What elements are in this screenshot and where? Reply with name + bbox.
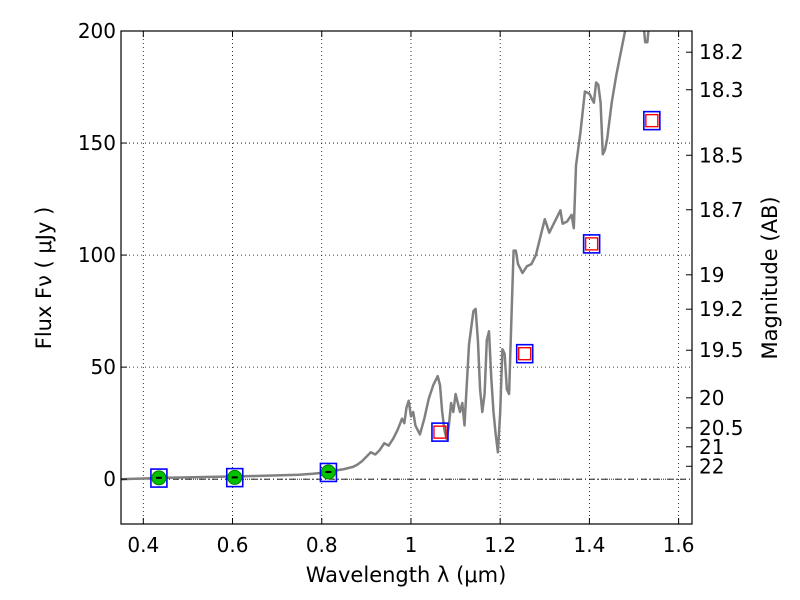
x-tick-label: 0.6: [217, 533, 249, 557]
y-tick-label: 200: [78, 19, 116, 43]
observed-square: [643, 110, 661, 131]
grid: [121, 30, 692, 524]
model-square: [584, 237, 599, 251]
y-tick-label: 100: [78, 243, 116, 267]
mag-tick-label: 19.2: [699, 297, 744, 321]
y-tick-label: 50: [91, 355, 116, 379]
x-tick-label: 1.2: [484, 533, 516, 557]
plot-background: [121, 31, 692, 524]
observed-square: [319, 462, 338, 483]
mag-tick-label: 18.7: [699, 198, 744, 222]
model-square: [433, 425, 447, 439]
model-square: [645, 113, 659, 128]
sed-line-segment: [642, 31, 650, 44]
x-tick-label: 0.8: [306, 533, 338, 557]
observed-square: [150, 468, 168, 488]
plot-frame: [120, 30, 693, 525]
series: [121, 31, 661, 488]
sed-line: [121, 31, 627, 481]
mag-tick-label: 18.2: [699, 40, 744, 64]
mag-tick-label: 22: [699, 454, 724, 478]
x-tick-label: 1: [405, 533, 418, 557]
x-tick-label: 1.6: [663, 533, 695, 557]
mag-tick-label: 20.5: [699, 416, 744, 440]
observed-square: [515, 343, 534, 364]
mag-tick-label: 21: [699, 435, 724, 459]
y-axis-label: Flux Fν ( μJy ): [32, 207, 56, 350]
mag-tick-label: 18.5: [699, 143, 744, 167]
mag-tick-label: 19.5: [699, 338, 744, 362]
y-tick-label: 150: [78, 131, 116, 155]
y-axis-right-label: Magnitude (AB): [758, 196, 782, 359]
x-tick-label: 1.4: [573, 533, 605, 557]
model-square: [518, 346, 532, 361]
y-tick-label: 0: [103, 467, 116, 491]
mag-tick-label: 20: [699, 386, 724, 410]
observed-square: [431, 422, 449, 442]
mag-tick-label: 18.3: [699, 78, 744, 102]
observed-square: [582, 234, 601, 254]
x-tick-label: 0.4: [127, 533, 159, 557]
mag-tick-label: 19: [699, 263, 724, 287]
observed-square: [225, 467, 244, 488]
ticks: 0.4 0.6 0.8 1 1.2 1.4 1.6 0 50 100 150 200 18.2 18.3 1…: [78, 19, 744, 557]
x-axis-label: Wavelength λ (μm): [306, 563, 507, 587]
